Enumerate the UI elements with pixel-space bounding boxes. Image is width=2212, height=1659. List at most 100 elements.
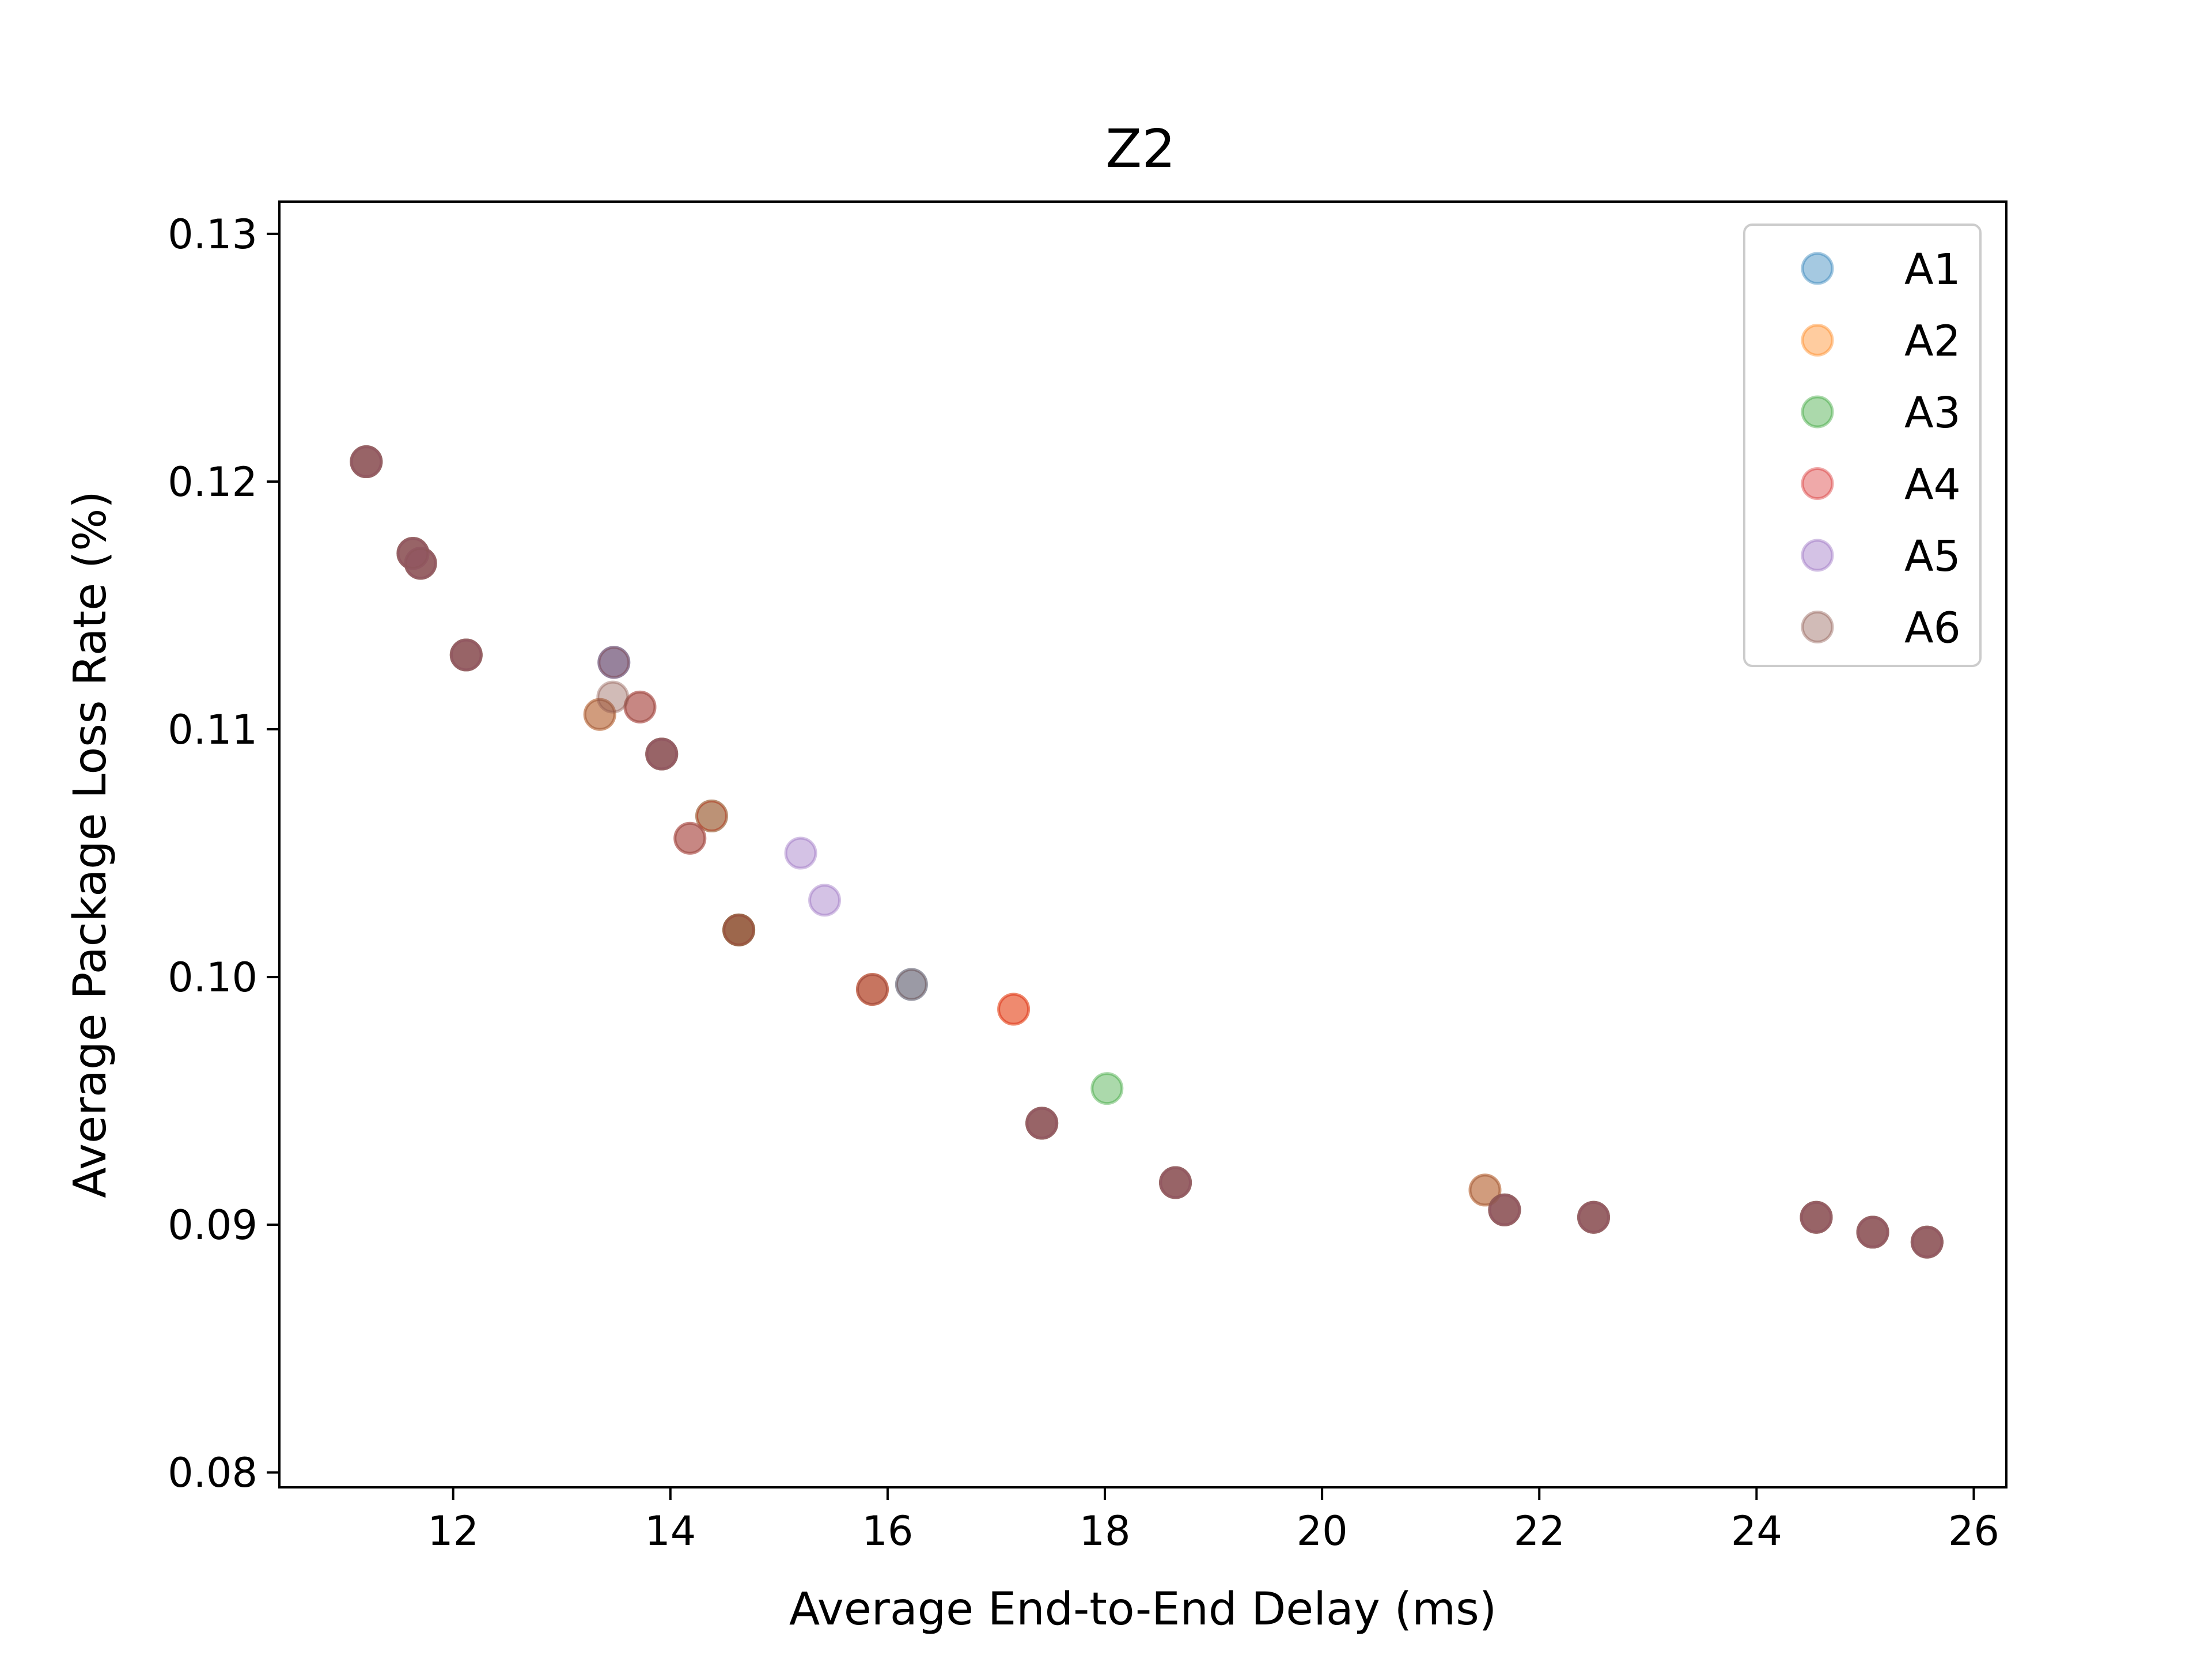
data-point-a2-11 bbox=[1468, 1173, 1502, 1207]
data-point-a6-0 bbox=[350, 445, 383, 479]
data-point-a6-10 bbox=[722, 913, 756, 946]
data-point-a1-14 bbox=[1910, 1225, 1944, 1259]
data-point-a1-13 bbox=[1856, 1215, 1889, 1249]
data-point-a4-2 bbox=[404, 547, 437, 580]
x-axis-label: Average End-to-End Delay (ms) bbox=[789, 1584, 1497, 1635]
data-point-a2-5 bbox=[645, 737, 679, 771]
data-point-a1-9 bbox=[1159, 1166, 1192, 1199]
legend-label-a6: A6 bbox=[1904, 604, 1961, 653]
data-point-a4-16 bbox=[1856, 1215, 1889, 1249]
x-tick-label-1: 14 bbox=[645, 1508, 696, 1555]
data-point-a5-2 bbox=[404, 547, 437, 580]
data-point-a6-14 bbox=[1159, 1166, 1192, 1199]
y-tick-label-3: 0.11 bbox=[168, 706, 257, 753]
legend-marker-a6 bbox=[1801, 611, 1834, 643]
data-point-a6-13 bbox=[1025, 1107, 1059, 1140]
data-point-a2-9 bbox=[1025, 1107, 1059, 1140]
y-tick-label-4: 0.12 bbox=[168, 459, 257, 506]
data-point-a1-10 bbox=[1488, 1193, 1521, 1226]
data-point-a6-5 bbox=[596, 680, 630, 714]
data-point-a6-1 bbox=[396, 537, 430, 570]
data-point-a2-6 bbox=[722, 913, 756, 946]
data-point-a6-16 bbox=[1488, 1193, 1521, 1226]
data-point-a4-12 bbox=[1159, 1166, 1192, 1199]
data-point-a1-6 bbox=[722, 913, 756, 946]
data-point-a4-6 bbox=[673, 821, 707, 855]
data-point-a4-11 bbox=[1025, 1107, 1059, 1140]
y-tick-label-5: 0.13 bbox=[168, 211, 257, 258]
y-tick-label-1: 0.09 bbox=[168, 1202, 257, 1249]
legend-marker-a3 bbox=[1801, 395, 1834, 429]
data-point-a3-9 bbox=[1159, 1166, 1192, 1199]
data-point-a3-3 bbox=[449, 638, 483, 672]
data-point-a6-17 bbox=[1577, 1200, 1610, 1234]
data-point-a4-13 bbox=[1488, 1193, 1521, 1226]
data-point-a1-8 bbox=[1025, 1107, 1059, 1140]
data-point-a5-11 bbox=[1577, 1200, 1610, 1234]
data-point-a5-8 bbox=[1025, 1107, 1059, 1140]
data-point-a4-10 bbox=[997, 993, 1031, 1026]
data-point-a2-13 bbox=[1577, 1200, 1610, 1234]
data-point-a4-3 bbox=[449, 638, 483, 672]
data-point-a4-0 bbox=[350, 445, 383, 479]
data-point-a3-8 bbox=[1025, 1107, 1059, 1140]
data-point-a6-7 bbox=[623, 690, 657, 724]
data-point-a1-12 bbox=[1800, 1200, 1833, 1234]
data-point-a5-13 bbox=[1856, 1215, 1889, 1249]
data-point-a2-3 bbox=[449, 638, 483, 672]
data-point-a2-0 bbox=[350, 445, 383, 479]
data-point-a1-7 bbox=[895, 968, 928, 1001]
data-point-a3-14 bbox=[1910, 1225, 1944, 1259]
legend-box bbox=[1743, 224, 1982, 667]
points-layer bbox=[350, 445, 1944, 1259]
x-axis-ticks: 12 14 16 18 20 22 24 26 bbox=[427, 1487, 1999, 1555]
x-tick-label-5: 22 bbox=[1514, 1508, 1565, 1555]
data-point-a2-10 bbox=[1159, 1166, 1192, 1199]
data-point-a6-18 bbox=[1800, 1200, 1833, 1234]
data-point-a4-5 bbox=[645, 737, 679, 771]
data-point-a2-8 bbox=[997, 993, 1031, 1026]
data-point-a5-10 bbox=[1488, 1193, 1521, 1226]
data-point-a1-5 bbox=[645, 737, 679, 771]
data-point-a4-15 bbox=[1800, 1200, 1833, 1234]
legend-marker-a5 bbox=[1801, 539, 1834, 572]
data-point-a6-20 bbox=[1910, 1225, 1944, 1259]
data-point-a4-17 bbox=[1910, 1225, 1944, 1259]
data-point-a3-10 bbox=[1488, 1193, 1521, 1226]
data-point-a3-0 bbox=[350, 445, 383, 479]
x-tick-label-4: 20 bbox=[1297, 1508, 1348, 1555]
y-tick-label-0: 0.08 bbox=[168, 1449, 257, 1497]
y-axis-ticks: 0.08 0.09 0.10 0.11 0.12 0.13 bbox=[168, 211, 279, 1497]
data-point-a6-12 bbox=[895, 968, 928, 1001]
data-point-a1-4 bbox=[597, 646, 631, 679]
legend-label-a2: A2 bbox=[1904, 317, 1961, 366]
data-point-a5-6 bbox=[784, 836, 817, 870]
data-point-a6-2 bbox=[404, 547, 437, 580]
data-point-a3-1 bbox=[396, 537, 430, 570]
x-tick-label-0: 12 bbox=[427, 1508, 479, 1555]
chart-title: Z2 bbox=[1105, 118, 1176, 180]
data-point-a6-4 bbox=[597, 646, 631, 679]
data-point-a3-2 bbox=[404, 547, 437, 580]
x-tick-label-7: 26 bbox=[1948, 1508, 1999, 1555]
y-tick-label-2: 0.10 bbox=[168, 954, 257, 1001]
y-axis-label: Average Package Loss Rate (%) bbox=[65, 491, 116, 1198]
data-point-a6-15 bbox=[1468, 1173, 1502, 1207]
data-point-a3-7 bbox=[1090, 1072, 1124, 1105]
data-point-a1-0 bbox=[350, 445, 383, 479]
data-point-a4-9 bbox=[856, 973, 889, 1006]
legend-marker-a1 bbox=[1801, 252, 1834, 285]
data-point-a4-1 bbox=[396, 537, 430, 570]
data-point-a3-12 bbox=[1800, 1200, 1833, 1234]
data-point-a6-11 bbox=[856, 973, 889, 1006]
data-point-a4-4 bbox=[623, 690, 657, 724]
data-point-a1-3 bbox=[449, 638, 483, 672]
data-point-a4-8 bbox=[722, 913, 756, 946]
data-point-a6-19 bbox=[1856, 1215, 1889, 1249]
data-point-a1-1 bbox=[396, 537, 430, 570]
data-point-a5-1 bbox=[396, 537, 430, 570]
data-point-a4-7 bbox=[695, 800, 728, 833]
data-point-a5-0 bbox=[350, 445, 383, 479]
data-point-a2-16 bbox=[1910, 1225, 1944, 1259]
